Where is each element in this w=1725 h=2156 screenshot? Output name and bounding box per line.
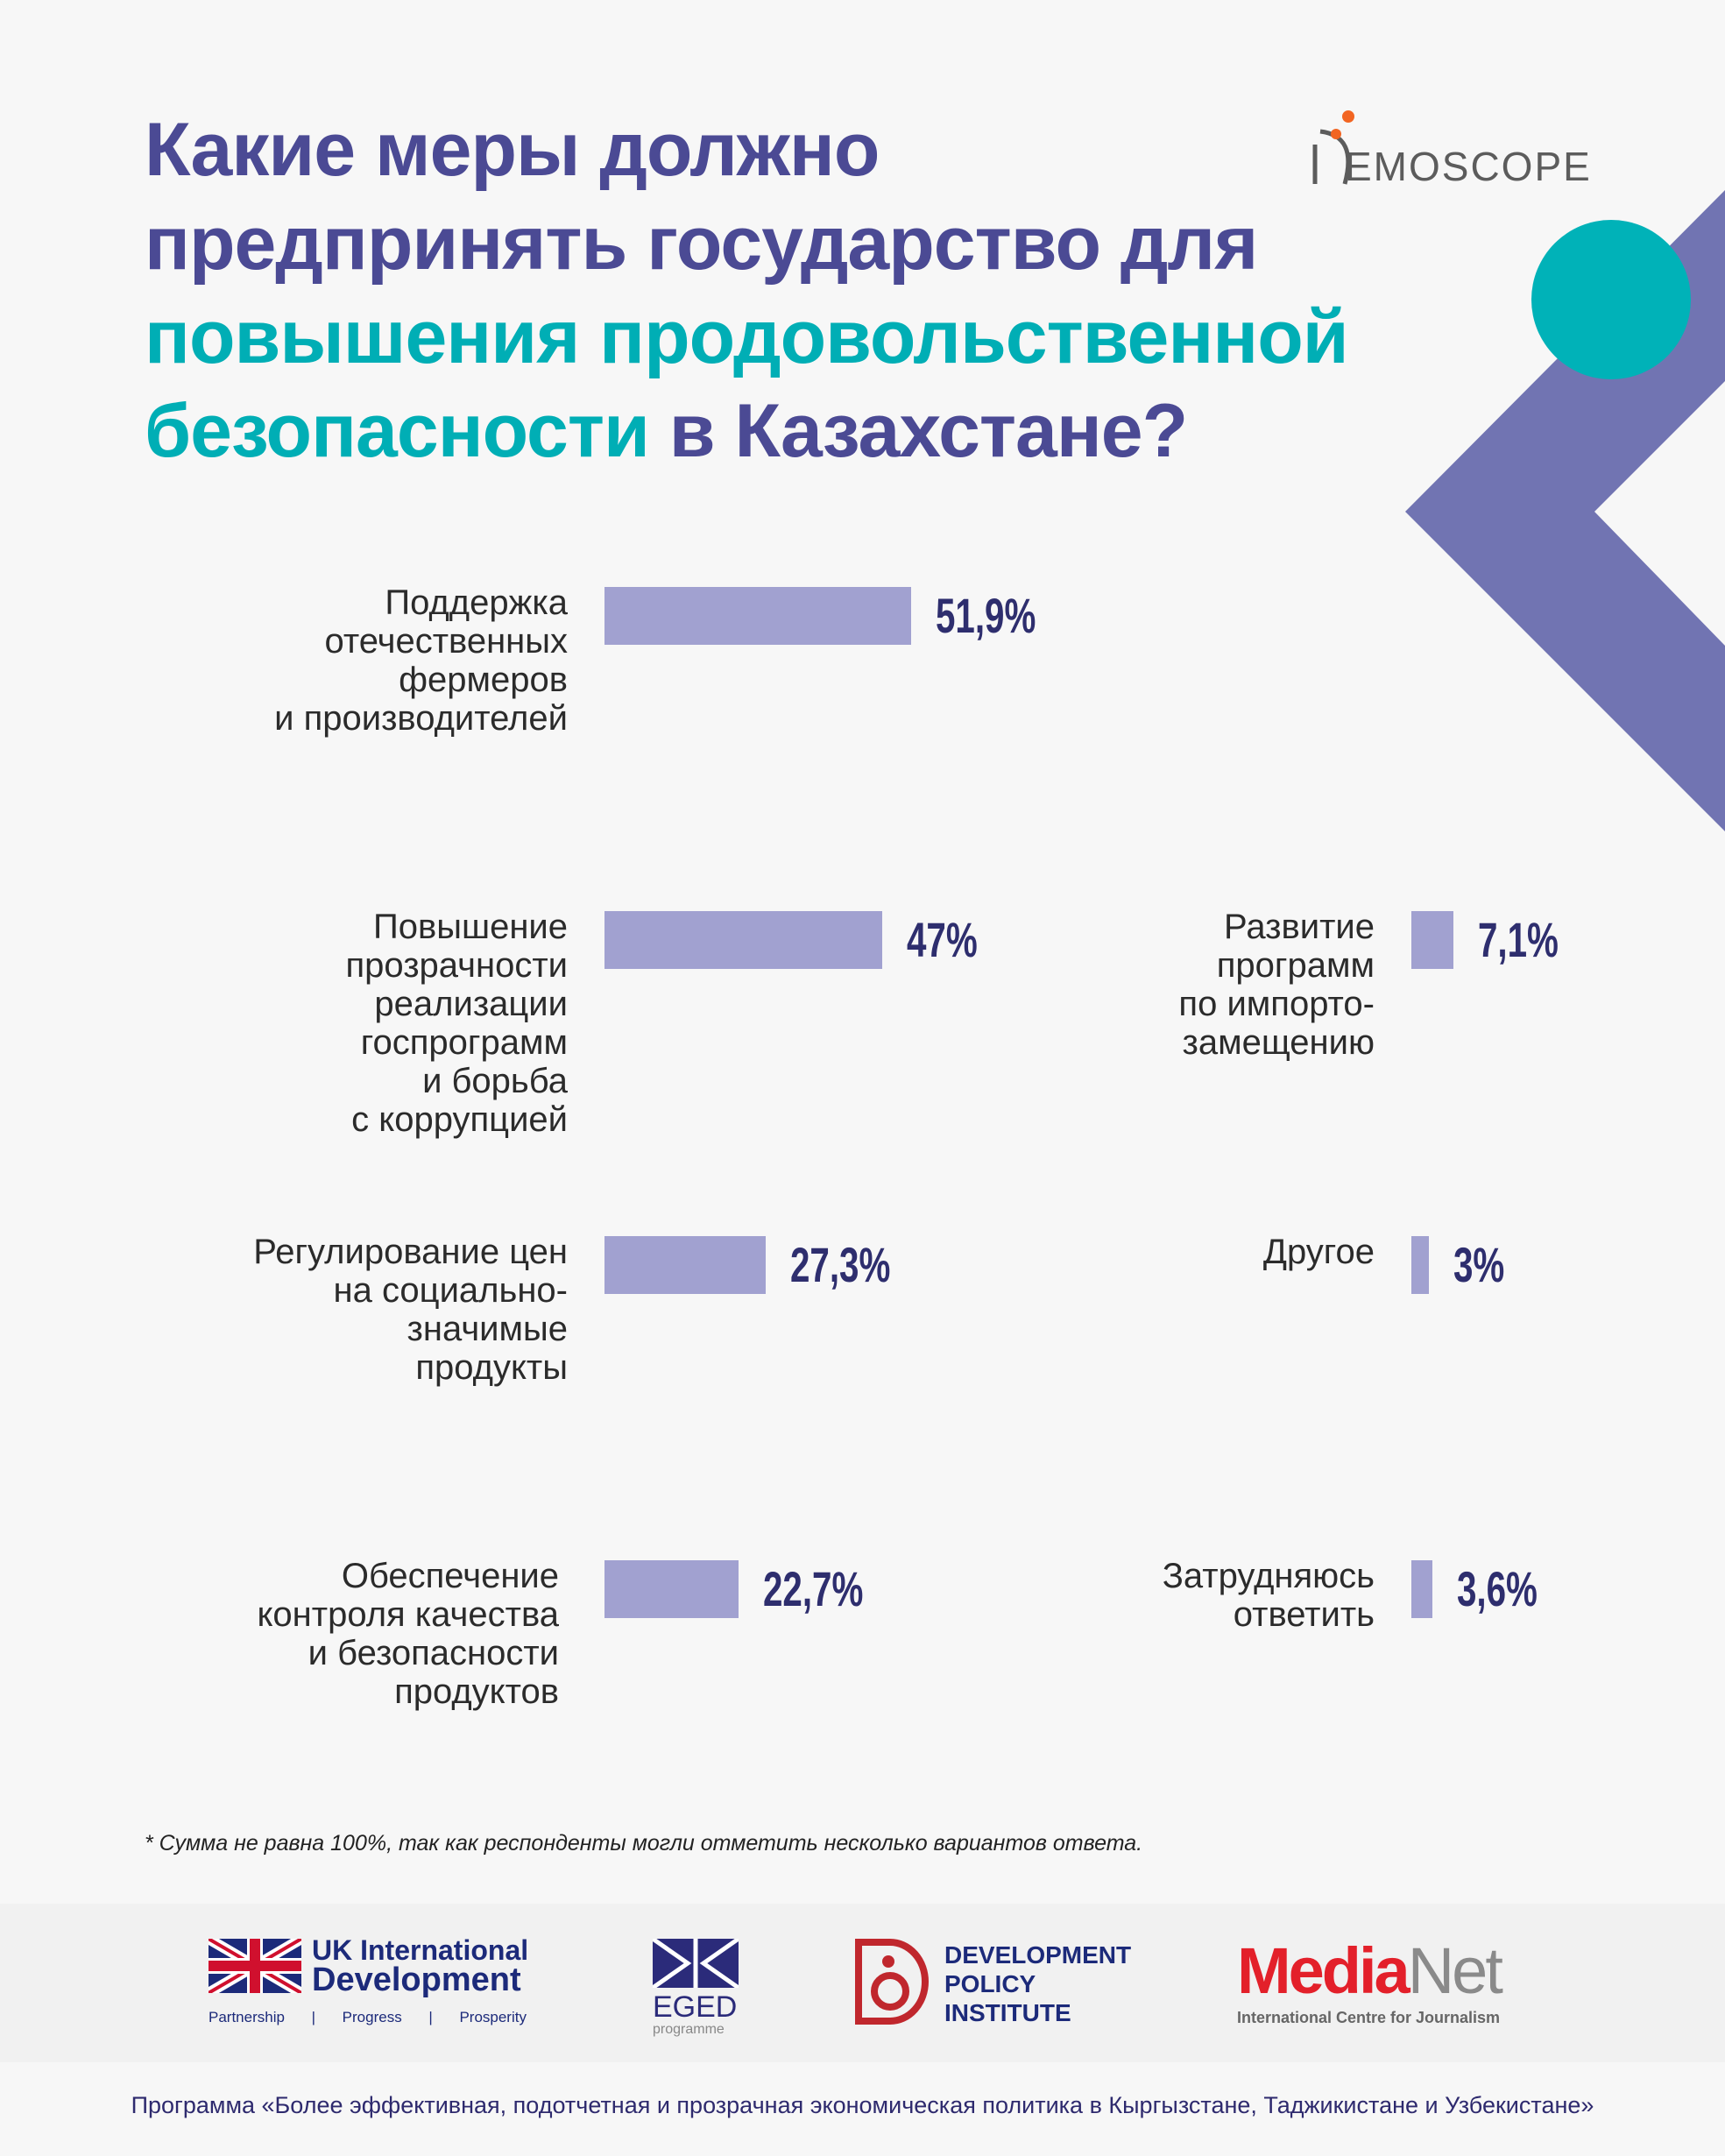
decorative-circle xyxy=(1531,220,1691,379)
demoscope-logo: EMOSCOPE xyxy=(1310,110,1590,189)
bar xyxy=(1411,911,1453,969)
category-label-line: Развитие xyxy=(1224,908,1375,946)
footnote: * Сумма не равна 100%, так как респонден… xyxy=(145,1831,1143,1856)
category-label-line: ответить xyxy=(1233,1595,1375,1634)
value-label: 7,1% xyxy=(1477,912,1559,967)
category-label-line: Регулирование цен xyxy=(253,1233,568,1271)
category-label-line: реализации xyxy=(374,985,568,1023)
value-label: 3,6% xyxy=(1457,1561,1538,1616)
value-label: 47% xyxy=(906,912,978,967)
bar xyxy=(1411,1236,1430,1294)
dpi-logo: DEVELOPMENT POLICY INSTITUTE xyxy=(855,1939,1131,2029)
category-label-line: значимые xyxy=(407,1310,568,1348)
category-label: Регулирование цен на социально-значимые пр… xyxy=(253,1233,568,1387)
category-label: Затрудняюсь ответить xyxy=(1163,1557,1375,1634)
category-label: Другое xyxy=(1263,1233,1375,1271)
medianet-logo: MediaNet International Centre for Journa… xyxy=(1237,1934,1503,2027)
eged-logo: EGED programme xyxy=(651,1936,740,2038)
category-label-line: и безопасности xyxy=(308,1634,559,1672)
page-title: Какие меры должно предпринять государств… xyxy=(145,108,1349,473)
value-label: 22,7% xyxy=(762,1561,864,1616)
category-label-line: Поддержка xyxy=(385,583,568,622)
category-label-line: госпрограмм xyxy=(360,1023,568,1062)
category-label-line: контроля качества xyxy=(257,1595,559,1634)
category-label: Повышение прозрачности реализации госпрогра… xyxy=(346,908,569,1139)
category-label-line: прозрачности xyxy=(345,946,569,985)
value-label: 3% xyxy=(1453,1237,1505,1292)
category-label-line: Повышение xyxy=(372,908,568,946)
bar xyxy=(1411,1560,1433,1618)
category-label: Развитие программ по импорто-замещению xyxy=(1178,908,1375,1062)
bar xyxy=(604,1236,766,1294)
category-label-line: продуктов xyxy=(394,1672,559,1711)
value-label: 51,9% xyxy=(935,588,1036,643)
category-label-line: программ xyxy=(1216,946,1375,985)
category-label-line: Другое xyxy=(1262,1233,1375,1271)
category-label-line: на социально- xyxy=(333,1271,568,1310)
category-label: Поддержка отечественных фермеров и производ… xyxy=(274,583,568,738)
category-label-line: по импорто- xyxy=(1178,985,1375,1023)
partners-footer: UK International Development Partnership… xyxy=(0,1904,1725,2062)
bar xyxy=(604,911,882,969)
union-jack-icon xyxy=(209,1939,301,1993)
bar xyxy=(604,587,911,645)
category-label-line: отечественных xyxy=(324,622,568,661)
program-caption: Программа «Более эффективная, подотчетна… xyxy=(131,2092,1594,2118)
value-label: 27,3% xyxy=(790,1237,891,1292)
decorative-chevron xyxy=(1405,190,1725,831)
category-label-line: и борьба xyxy=(422,1062,568,1100)
category-label-line: Обеспечение xyxy=(341,1557,559,1595)
category-label-line: с коррупцией xyxy=(351,1100,568,1139)
bar xyxy=(604,1560,739,1618)
category-label-line: фермеров xyxy=(399,661,568,699)
category-label-line: Затрудняюсь xyxy=(1162,1557,1375,1595)
category-label-line: и производителей xyxy=(274,699,568,738)
category-label-line: замещению xyxy=(1182,1023,1375,1062)
category-label: Обеспечение контроля качества и безопаснос… xyxy=(257,1557,559,1711)
category-label-line: продукты xyxy=(415,1348,568,1387)
